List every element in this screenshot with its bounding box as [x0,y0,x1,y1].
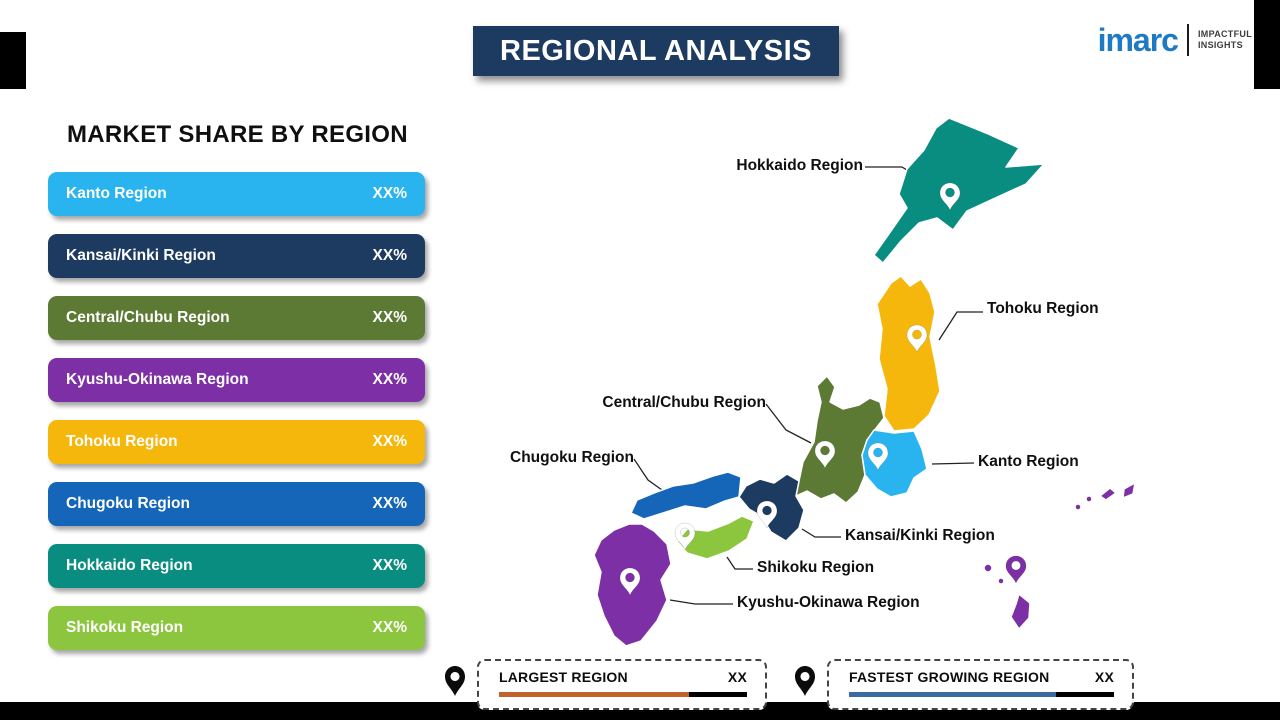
legend-largest-region: LARGEST REGION XX [477,659,767,710]
region-value: XX% [372,185,407,202]
map-region-shikoku [676,515,755,560]
legend-largest-bar [499,692,747,697]
logo-divider [1186,24,1189,56]
callout-line-central-chubu [765,403,812,444]
legend-fastest-value: XX [1094,669,1114,685]
map-label-hokkaido: Hokkaido Region [736,157,863,174]
legend-fastest-bar [849,692,1114,697]
logo-tagline: IMPACTFUL INSIGHTS [1198,29,1252,52]
map-region-okinawa-islands [983,482,1136,630]
region-value: XX% [372,309,407,326]
map-region-chugoku [630,471,742,520]
legend-pin-icon [445,666,465,696]
logo-tagline-line2: INSIGHTS [1197,40,1243,50]
region-value: XX% [372,557,407,574]
map-label-tohoku: Tohoku Region [987,300,1099,317]
map-pin-tohoku [906,324,928,353]
region-value: XX% [372,371,407,388]
region-label: Kanto Region [66,185,167,202]
market-share-item-kanto: Kanto Region XX% [48,172,425,216]
map-pin-shikoku [674,522,696,551]
callout-line-chugoku [633,458,663,491]
legend-pin-icon [795,666,815,696]
map-pin-hokkaido [939,182,961,211]
japan-map [593,117,1136,647]
corner-accent-top-left [0,32,26,89]
region-label: Kansai/Kinki Region [66,247,216,264]
map-pin-okinawa [1005,555,1027,584]
page-title: REGIONAL ANALYSIS [473,26,839,76]
map-pin-kanto [867,442,889,471]
callout-line-kansai [801,528,841,538]
legend-largest-label: LARGEST REGION [499,669,628,685]
market-share-item-kyushu: Kyushu-Okinawa Region XX% [48,358,425,402]
region-label: Hokkaido Region [66,557,193,574]
legend-fastest-growing-region: FASTEST GROWING REGION XX [827,659,1134,710]
market-share-item-chugoku: Chugoku Region XX% [48,482,425,526]
market-share-heading: MARKET SHARE BY REGION [67,121,408,148]
map-label-kansai: Kansai/Kinki Region [845,527,995,544]
market-share-list: Kanto Region XX% Kansai/Kinki Region XX%… [48,172,425,650]
map-region-tohoku [876,275,941,432]
region-label: Central/Chubu Region [66,309,230,326]
callout-line-shikoku [726,556,753,570]
market-share-item-tohoku: Tohoku Region XX% [48,420,425,464]
region-label: Chugoku Region [66,495,190,512]
region-value: XX% [372,495,407,512]
corner-accent-top-right [1254,0,1280,89]
map-pin-kansai [756,500,778,529]
map-label-kanto: Kanto Region [978,453,1079,470]
imarc-logo: imarc IMPACTFUL INSIGHTS [1098,24,1252,56]
map-label-central-chubu: Central/Chubu Region [602,394,766,411]
legend-fastest-label: FASTEST GROWING REGION [849,669,1050,685]
market-share-item-shikoku: Shikoku Region XX% [48,606,425,650]
region-label: Tohoku Region [66,433,178,450]
region-label: Kyushu-Okinawa Region [66,371,249,388]
map-label-kyushu-okinawa: Kyushu-Okinawa Region [737,594,920,611]
region-value: XX% [372,433,407,450]
logo-brand-text: imarc [1097,22,1179,58]
callout-line-tohoku [938,311,983,341]
map-label-shikoku: Shikoku Region [757,559,875,576]
market-share-item-chubu: Central/Chubu Region XX% [48,296,425,340]
region-value: XX% [372,247,407,264]
map-label-chugoku: Chugoku Region [510,449,634,466]
region-value: XX% [372,619,407,636]
callout-line-kanto [931,462,975,465]
logo-tagline-line1: IMPACTFUL [1197,28,1252,39]
callout-line-kyushu-okinawa [669,599,733,605]
map-pin-chubu [814,440,836,469]
legend-largest-value: XX [727,669,747,685]
map-region-kanto [861,429,928,498]
market-share-item-kansai: Kansai/Kinki Region XX% [48,234,425,278]
market-share-item-hokkaido: Hokkaido Region XX% [48,544,425,588]
map-pin-kyushu [619,567,641,596]
region-label: Shikoku Region [66,619,184,636]
